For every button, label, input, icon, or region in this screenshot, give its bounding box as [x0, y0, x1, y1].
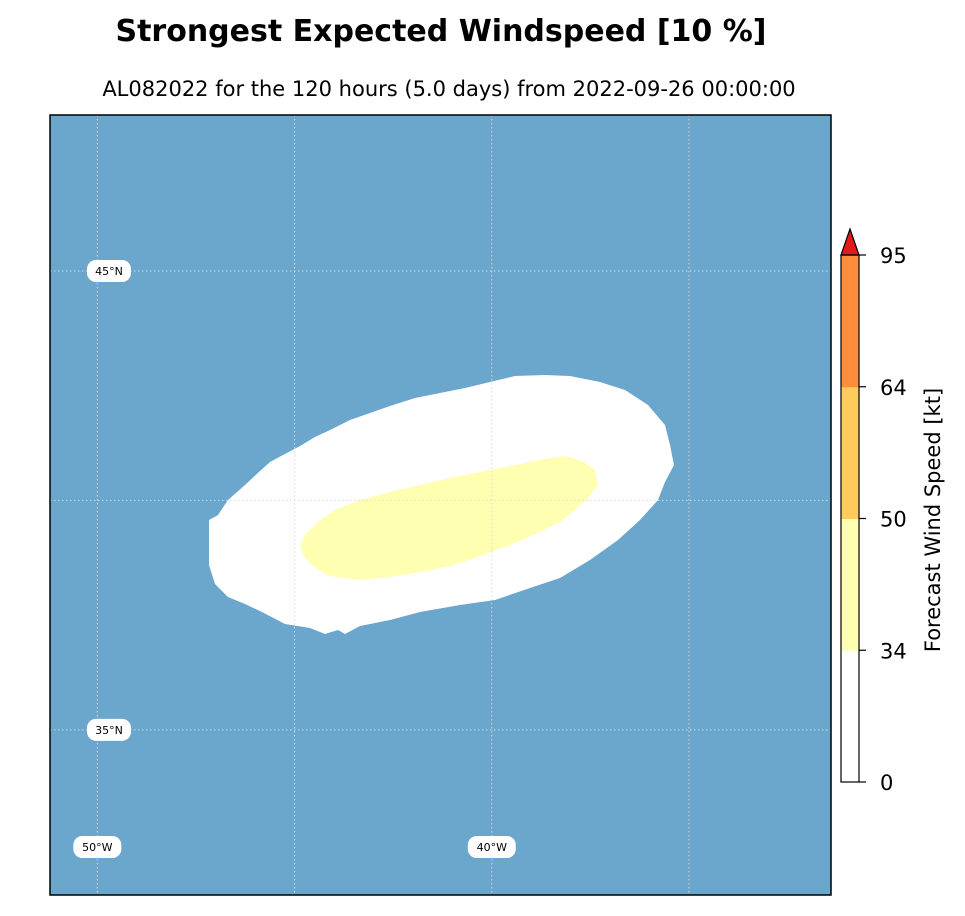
lon-label-1: 40°W	[467, 836, 516, 858]
svg-text:45°N: 45°N	[95, 265, 123, 278]
lat-label-1: 35°N	[87, 718, 131, 741]
gridline-labels: 45°N 35°N 50°W 40°W	[73, 260, 516, 858]
colorbar-band-50-64	[841, 386, 859, 519]
wind-swath-34-50kt	[300, 456, 598, 580]
colorbar-tick-label-3: 64	[880, 376, 907, 400]
figure-title: Strongest Expected Windspeed [10 %]	[115, 14, 767, 49]
colorbar-tick-label-1: 34	[880, 639, 907, 663]
colorbar-label: Forecast Wind Speed [kt]	[921, 388, 945, 652]
svg-text:35°N: 35°N	[95, 724, 123, 737]
lon-label-0: 50°W	[73, 836, 122, 858]
lat-label-0: 45°N	[87, 260, 131, 282]
svg-text:50°W: 50°W	[82, 841, 112, 854]
svg-text:40°W: 40°W	[477, 841, 507, 854]
map-border	[49, 114, 832, 896]
colorbar-extend-max	[840, 227, 860, 256]
map-panel: 45°N 35°N 50°W 40°W	[50, 115, 831, 895]
colorbar-tick-label-4: 95	[880, 244, 907, 268]
colorbar: 0 34 50 64 95 Forecast Wind Speed [kt]	[840, 227, 945, 795]
colorbar-band-64-95	[841, 255, 859, 388]
colorbar-tick-label-2: 50	[880, 508, 907, 532]
colorbar-tick-label-0: 0	[880, 771, 893, 795]
figure-subtitle: AL082022 for the 120 hours (5.0 days) fr…	[102, 77, 796, 101]
colorbar-band-34-50	[841, 518, 859, 651]
colorbar-band-0-34	[841, 650, 859, 783]
